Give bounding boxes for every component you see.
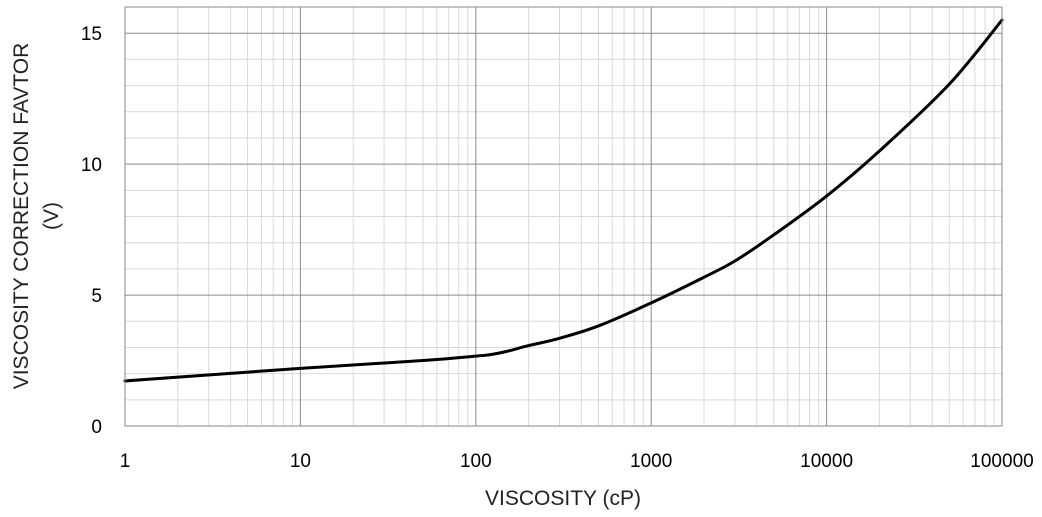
x-axis-title: VISCOSITY (cP) xyxy=(485,487,641,510)
minor-gridlines xyxy=(125,7,1002,426)
series-layer xyxy=(123,18,1004,383)
x-tick-labels: 1 10 100 1000 10000 100000 xyxy=(120,451,1034,472)
y-tick-label: 15 xyxy=(81,24,102,45)
y-axis-title-line-1: VISCOSITY CORRECTION FAVTOR xyxy=(10,43,33,390)
x-tick-label: 10 xyxy=(290,451,311,472)
viscosity-correction-curve xyxy=(123,18,1004,383)
y-axis-title-line-2: (V) xyxy=(40,202,63,230)
x-tick-label: 100000 xyxy=(970,451,1033,472)
x-tick-label: 10000 xyxy=(800,451,853,472)
x-tick-label: 100 xyxy=(460,451,492,472)
x-tick-label: 1000 xyxy=(630,451,672,472)
y-tick-labels: 0 5 10 15 xyxy=(81,24,102,438)
y-tick-label: 0 xyxy=(91,417,102,438)
plot-frame xyxy=(124,6,1003,427)
x-tick-label: 1 xyxy=(120,451,131,472)
y-tick-label: 10 xyxy=(81,155,102,176)
y-tick-label: 5 xyxy=(91,286,102,307)
